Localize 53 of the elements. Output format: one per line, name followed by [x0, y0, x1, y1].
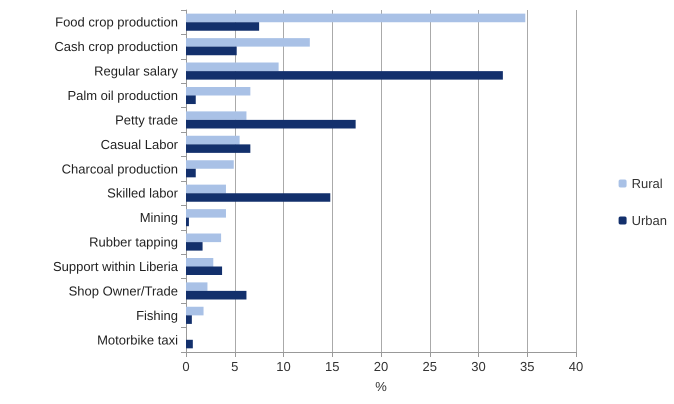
bar [186, 340, 193, 348]
bar [186, 96, 196, 104]
x-tick-label: 10 [276, 359, 291, 374]
x-tick-label: 0 [182, 359, 190, 374]
x-tick-label: 15 [325, 359, 340, 374]
bar [186, 86, 250, 96]
y-tick-label: Regular salary [94, 64, 178, 79]
y-tick-label: Skilled labor [107, 186, 179, 201]
bar [186, 218, 189, 226]
y-tick-label: Palm oil production [67, 88, 178, 103]
bar [186, 306, 204, 316]
bar [186, 62, 279, 72]
bar [186, 193, 330, 202]
bar [186, 242, 203, 251]
y-tick-label: Charcoal production [62, 161, 178, 176]
bar [186, 71, 503, 80]
y-tick-label: Shop Owner/Trade [68, 283, 178, 298]
y-tick-label: Petty trade [115, 112, 178, 128]
bar [186, 46, 237, 56]
y-tick-label: Mining [140, 210, 178, 226]
bar [186, 120, 356, 128]
bar [186, 266, 222, 276]
bar [186, 136, 240, 144]
bar [186, 38, 310, 47]
x-tick-label: 35 [520, 359, 534, 374]
bar [186, 315, 192, 324]
x-axis-title: % [375, 379, 388, 394]
x-tick-label: 20 [374, 359, 388, 374]
y-tick-label: Support within Liberia [52, 259, 179, 274]
bar [186, 144, 250, 153]
bar [186, 111, 246, 120]
x-tick-label: 25 [422, 359, 437, 374]
bar [186, 290, 246, 300]
bar [186, 168, 196, 178]
y-tick-label: Casual Labor [100, 136, 179, 152]
y-tick-label: Rubber tapping [89, 234, 178, 250]
legend-label: Rural [632, 176, 663, 191]
bar [186, 160, 234, 169]
legend-label: Urban [632, 213, 668, 228]
y-tick-label: Fishing [136, 308, 178, 323]
bar [186, 22, 260, 31]
bar [186, 234, 222, 242]
bar [186, 258, 214, 266]
bar [186, 209, 226, 218]
x-tick-label: 30 [471, 359, 486, 374]
bar [186, 184, 226, 194]
y-tick-label: Motorbike taxi [97, 332, 178, 348]
x-tick-label: 5 [231, 359, 238, 374]
y-tick-label: Cash crop production [54, 39, 178, 54]
bar [186, 14, 526, 22]
bar [186, 282, 208, 291]
x-tick-label: 40 [568, 359, 584, 374]
y-tick-label: Food crop production [55, 14, 178, 30]
